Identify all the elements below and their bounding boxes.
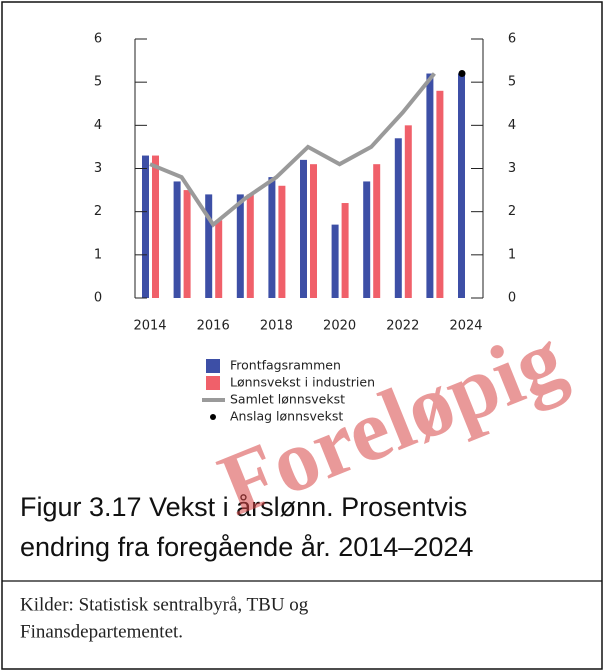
bar [331,224,339,298]
caption-title: Figur 3.17 Vekst i årslønn. Prosentvis [20,492,467,522]
legend-swatch [206,376,220,390]
legend-label: Anslag lønnsvekst [230,409,343,424]
y-tick-label: 6 [94,32,102,47]
bar [404,125,412,298]
point [458,70,466,78]
y2-tick-label: 4 [508,118,516,133]
bar [246,194,254,298]
x-tick-label: 2016 [197,319,230,334]
y-tick-label: 1 [94,247,102,262]
bar [152,155,159,298]
bar [426,73,434,299]
plot [142,70,466,299]
bar [373,164,381,298]
bar [278,185,286,298]
source: Kilder: Statistisk sentralbyrå, TBU og [20,594,309,615]
bar [436,90,444,298]
caption-title: endring fra foregående år. 2014–2024 [20,532,473,562]
y2-tick-label: 5 [508,75,516,90]
y2-tick-label: 1 [508,247,516,262]
bar [310,164,317,298]
y2-tick-label: 2 [508,204,516,219]
x-tick-label: 2020 [323,319,356,334]
legend-label: Lønnsvekst i industrien [230,375,375,390]
x-tick-label: 2014 [133,319,166,334]
bar [142,155,149,298]
line [149,72,436,228]
legend-label: Samlet lønnsvekst [230,392,345,407]
legend-label: Frontfagsrammen [230,358,341,373]
y-tick-label: 5 [94,75,102,90]
y-tick-label: 0 [94,291,102,306]
bar [300,159,307,298]
y-tick-label: 3 [94,161,102,176]
bar [205,194,213,298]
bar [268,177,276,298]
x-tick-label: 2022 [386,319,419,334]
bar [394,138,402,298]
x-tick-label: 2024 [449,319,482,334]
source: Finansdepartementet. [20,621,183,642]
bar [183,190,191,298]
x-tick-label: 2018 [260,319,293,334]
y-tick-label: 2 [94,204,102,219]
y2-tick-label: 3 [508,161,516,176]
bar [363,181,371,298]
y2-tick-label: 6 [508,32,516,47]
bar [173,181,181,298]
legend-swatch [206,359,220,373]
bar [341,203,349,298]
bar [236,194,244,298]
bar [215,220,223,298]
y-tick-label: 4 [94,118,102,133]
legend-swatch [210,414,216,420]
bar [458,73,465,299]
y2-tick-label: 0 [508,291,516,306]
